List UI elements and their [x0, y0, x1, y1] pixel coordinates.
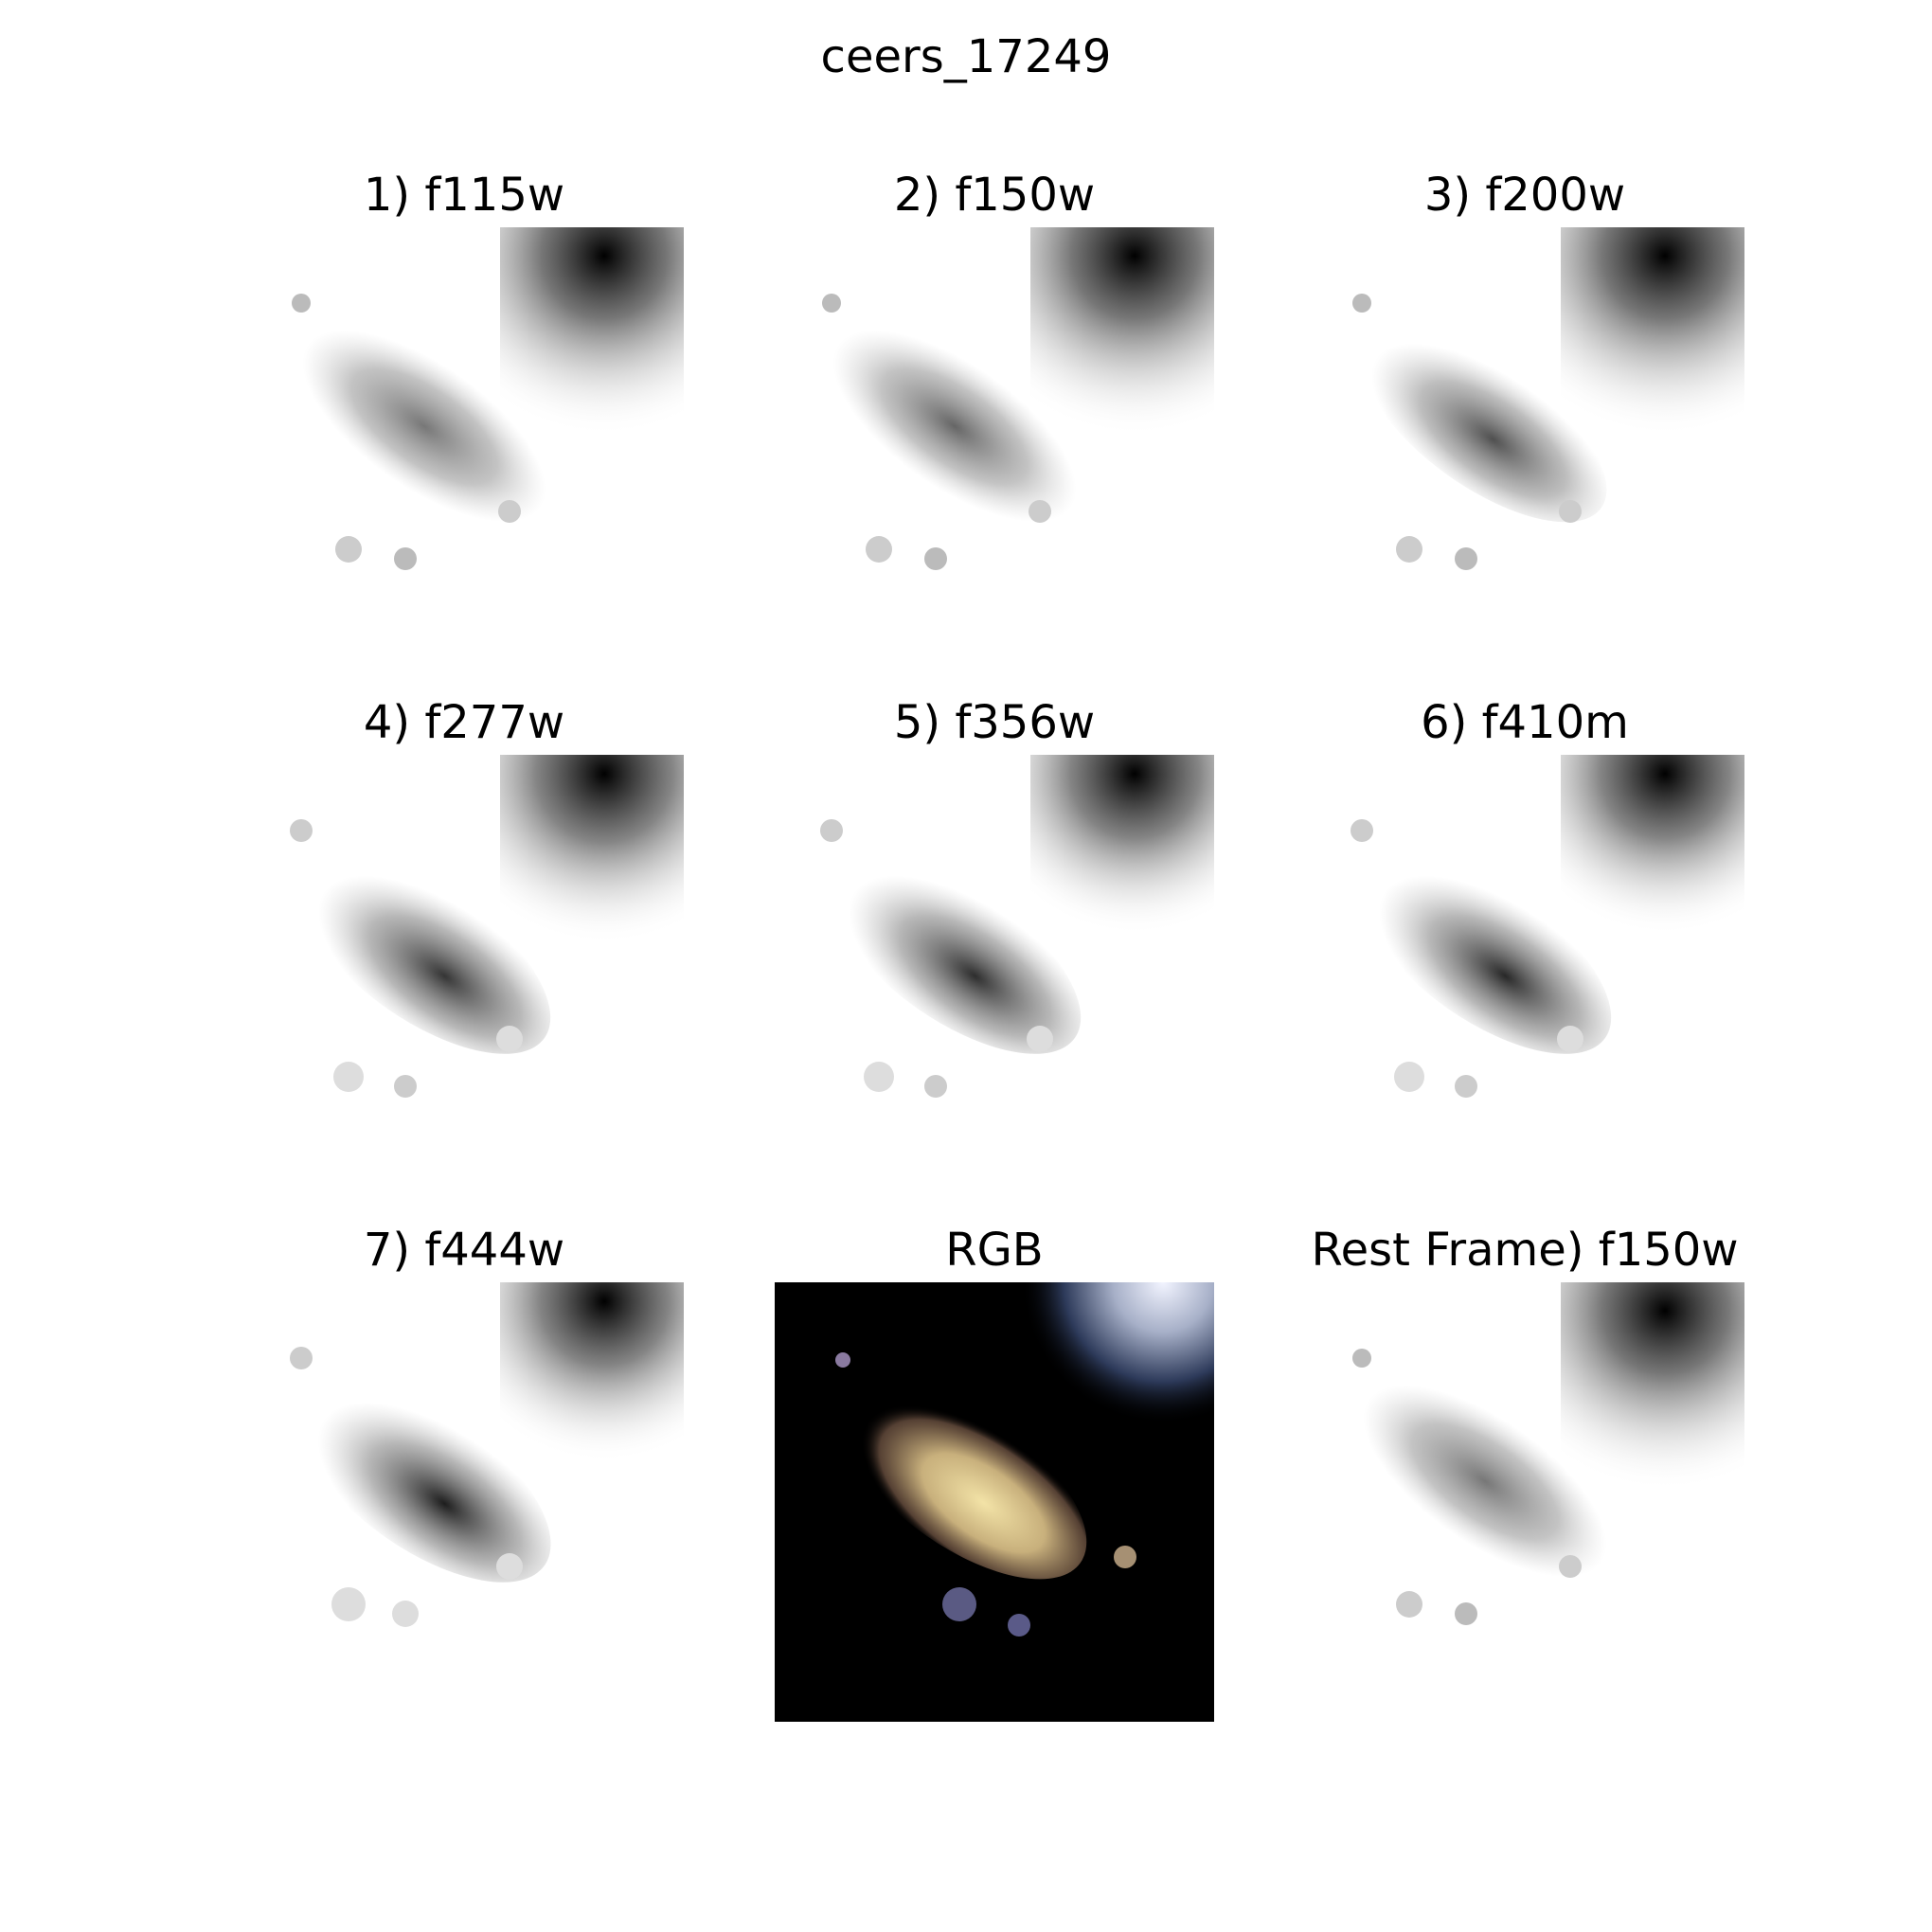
cutout-image: [244, 1282, 684, 1722]
panel-title: 3) f200w: [1423, 169, 1626, 222]
panel-title: 1) f115w: [363, 169, 565, 222]
panel-title: 2) f150w: [893, 169, 1096, 222]
cutout-image: [775, 227, 1214, 667]
panel-title: 6) f410m: [1421, 696, 1629, 749]
rgb-composite-image: [775, 1282, 1214, 1722]
panel-title: 5) f356w: [893, 696, 1096, 749]
panel-title: Rest Frame) f150w: [1311, 1224, 1739, 1277]
panel-title: 7) f444w: [363, 1224, 565, 1277]
cutout-image: [1305, 755, 1744, 1194]
cutout-image: [244, 755, 684, 1194]
cutout-image: [244, 227, 684, 667]
cutout-image: [1305, 227, 1744, 667]
panel-title: 4) f277w: [363, 696, 565, 749]
cutout-image: [775, 755, 1214, 1194]
figure-title: ceers_17249: [820, 30, 1112, 83]
cutout-image: [1305, 1282, 1744, 1722]
panel-title: RGB: [945, 1224, 1044, 1277]
